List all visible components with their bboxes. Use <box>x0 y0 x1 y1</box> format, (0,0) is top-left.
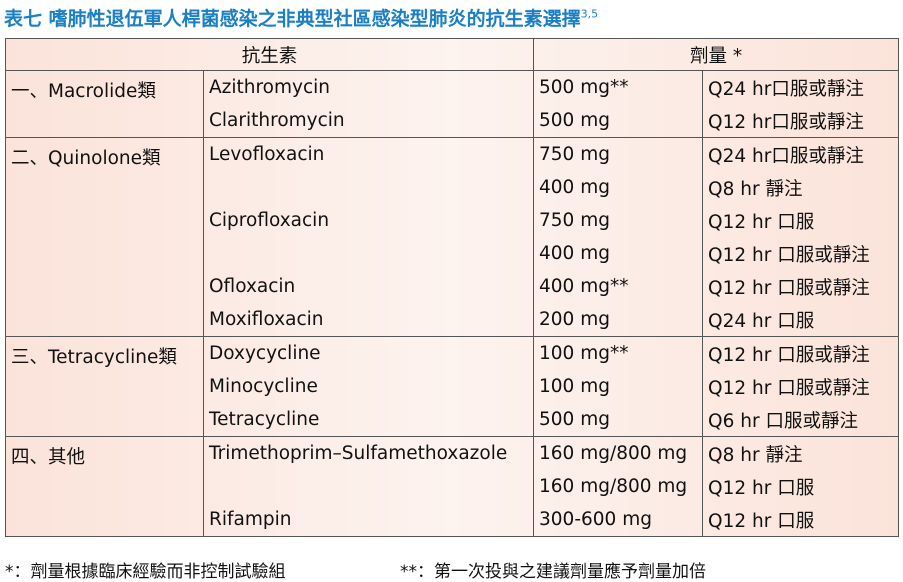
drug: Tetracycline <box>202 403 534 437</box>
route: Q24 hr 口服 <box>702 303 899 337</box>
dose: 300-600 mg <box>533 503 703 537</box>
drug <box>202 470 534 503</box>
drug: Ofloxacin <box>202 270 534 303</box>
drug: Levofloxacin <box>202 137 534 171</box>
route: Q12 hr 口服 <box>702 503 899 537</box>
drug: Doxycycline <box>202 336 534 370</box>
route: Q12 hr口服或靜注 <box>702 104 899 138</box>
dose: 160 mg/800 mg <box>533 436 703 470</box>
table-row: Ciprofloxacin 750 mg Q12 hr 口服 <box>6 204 899 237</box>
route: Q24 hr口服或靜注 <box>702 137 899 171</box>
route: Q24 hr口服或靜注 <box>702 70 899 104</box>
header-cell: 抗生素 <box>4 38 534 71</box>
table-row: 一、Macrolide類 Azithromycin 500 mg** Q24 hr口服… <box>5 70 899 138</box>
table-row: Moxifloxacin 200 mg Q24 hr 口服 <box>6 303 899 337</box>
dose: 400 mg** <box>533 270 703 303</box>
group-name: 四、其他 <box>5 436 204 537</box>
route: Q12 hr 口服或靜注 <box>702 237 899 270</box>
table-row: Tetracycline 500 mg Q6 hr 口服或靜注 <box>6 403 899 437</box>
route: Q12 hr 口服或靜注 <box>702 336 899 370</box>
dose: 160 mg/800 mg <box>533 470 703 503</box>
drug: Azithromycin <box>202 70 534 104</box>
antibiotic-table: 抗生素 劑量 * 一、Macrolide類 Azithromycin 500 mg*… <box>4 38 900 537</box>
dose: 500 mg** <box>533 70 703 104</box>
dose: 750 mg <box>533 204 703 237</box>
footnote: **：第一次投與之建議劑量應予劑量加倍 <box>400 562 706 582</box>
dose: 750 mg <box>533 137 703 171</box>
drug: Moxifloxacin <box>202 303 534 337</box>
title-superscript: 3,5 <box>580 7 599 21</box>
drug: Trimethoprim–Sulfamethoxazole <box>202 436 534 470</box>
group-name: 一、Macrolide類 <box>5 70 204 138</box>
table-row: 400 mg Q12 hr 口服或靜注 <box>6 237 899 270</box>
route: Q8 hr 靜注 <box>702 436 899 470</box>
title-text: 表七 嗜肺性退伍軍人桿菌感染之非典型社區感染型肺炎的抗生素選擇 <box>4 8 581 30</box>
group-name: 二、Quinolone類 <box>5 137 204 337</box>
title: 表七 嗜肺性退伍軍人桿菌感染之非典型社區感染型肺炎的抗生素選擇3,5 <box>4 4 598 31</box>
route: Q6 hr 口服或靜注 <box>702 403 899 437</box>
route: Q12 hr 口服 <box>702 204 899 237</box>
drug <box>202 171 534 204</box>
route: Q12 hr 口服 <box>702 470 899 503</box>
footnote: *：劑量根據臨床經驗而非控制試驗組 <box>5 562 286 582</box>
drug: Rifampin <box>202 503 534 537</box>
table-row: 二、Quinolone類 Levofloxacin 750 mg Q24 hr口服或靜… <box>5 137 899 337</box>
dose: 400 mg <box>533 237 703 270</box>
drug: Minocycline <box>202 370 534 403</box>
drug: Clarithromycin <box>202 104 534 138</box>
table-row: Minocycline 100 mg Q12 hr 口服或靜注 <box>6 370 899 403</box>
dose: 100 mg <box>533 370 703 403</box>
table-row: Rifampin 300-600 mg Q12 hr 口服 <box>6 503 899 537</box>
table-row: Clarithromycin 500 mg Q12 hr口服或靜注 <box>6 104 899 138</box>
dose: 100 mg** <box>533 336 703 370</box>
table-row: 三、Tetracycline類 Doxycycline 100 mg** Q12 hr… <box>5 336 899 437</box>
dose: 400 mg <box>533 171 703 204</box>
table-row: Ofloxacin 400 mg** Q12 hr 口服或靜注 <box>6 270 899 303</box>
route: Q12 hr 口服或靜注 <box>702 370 899 403</box>
drug <box>202 237 534 270</box>
route: Q8 hr 靜注 <box>702 171 899 204</box>
group-name: 三、Tetracycline類 <box>5 336 204 437</box>
dose: 500 mg <box>533 104 703 138</box>
drug: Ciprofloxacin <box>202 204 534 237</box>
table-row: 四、其他 Trimethoprim–Sulfamethoxazole 160 mg/… <box>5 436 899 537</box>
route: Q12 hr 口服或靜注 <box>702 270 899 303</box>
table-row: 400 mg Q8 hr 靜注 <box>6 171 899 204</box>
dose: 500 mg <box>533 403 703 437</box>
table-body: 一、Macrolide類 Azithromycin 500 mg** Q24 hr口服… <box>5 70 899 537</box>
header-row: 抗生素 劑量 * <box>4 38 899 71</box>
header-cell: 劑量 * <box>533 38 899 71</box>
dose: 200 mg <box>533 303 703 337</box>
table-row: 160 mg/800 mg Q12 hr 口服 <box>6 470 899 503</box>
